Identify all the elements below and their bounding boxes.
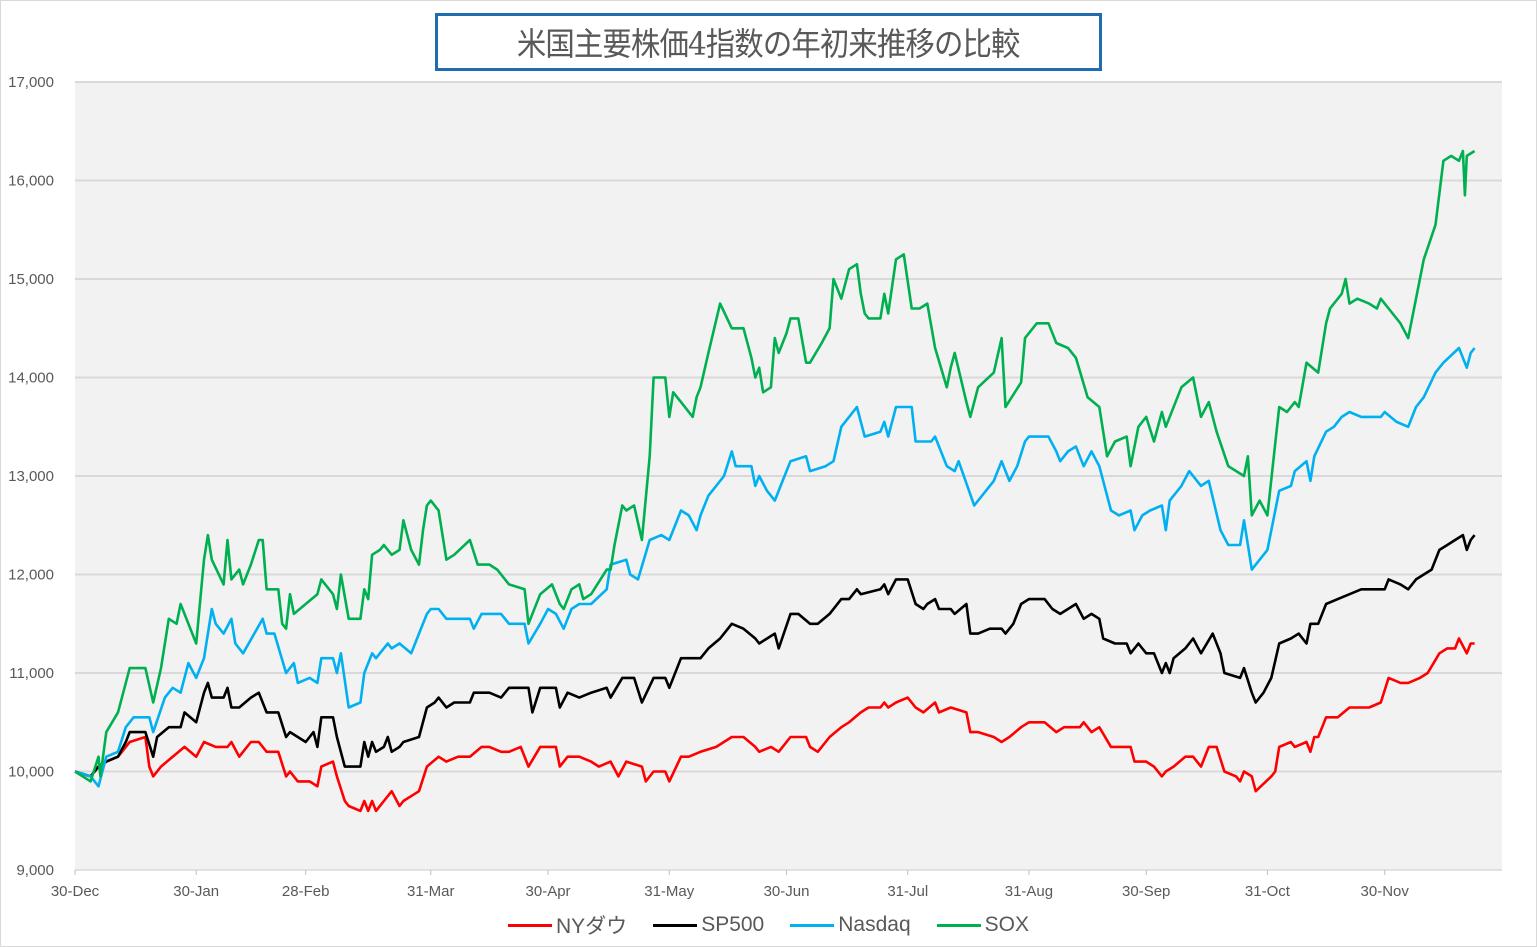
legend-swatch [936, 923, 981, 927]
legend: NYダウ SP500 Nasdaq SOX [0, 910, 1537, 940]
gridlines [75, 81, 1502, 773]
series-line-sox [74, 149, 1476, 783]
x-tick-label: 30-Nov [1361, 883, 1410, 900]
x-tick-label: 31-May [644, 883, 695, 900]
y-tick-label: 10,000 [8, 764, 54, 781]
x-tick-label: 31-Mar [407, 883, 455, 900]
x-tick-label: 31-Jul [887, 883, 928, 900]
x-tick-label: 31-Aug [1005, 883, 1053, 900]
y-axis-ticks: 9,000 10,000 11,000 12,000 13,000 14,000 15,00… [8, 74, 54, 879]
legend-swatch [790, 923, 835, 927]
x-tick-label: 31-Oct [1245, 883, 1291, 900]
legend-label: SOX [984, 913, 1029, 936]
series-line-sp500 [74, 533, 1476, 778]
x-tick-label: 30-Jun [764, 883, 810, 900]
legend-swatch [508, 923, 552, 927]
legend-swatch [653, 923, 698, 927]
y-tick-label: 14,000 [8, 370, 54, 387]
series-line-ny [74, 637, 1475, 813]
x-tick-label: 30-Jan [173, 883, 219, 900]
legend-item: NYダウ [508, 910, 627, 940]
y-tick-label: 15,000 [8, 271, 54, 288]
x-tick-label: 30-Dec [51, 883, 100, 900]
y-tick-label: 13,000 [8, 468, 54, 485]
y-tick-label: 17,000 [8, 74, 54, 91]
x-tick-label: 30-Sep [1122, 883, 1170, 900]
x-axis-ticks: 30-Dec 30-Jan 28-Feb 31-Mar 30-Apr 31-May 30-J… [51, 869, 1502, 900]
legend-item: SP500 [653, 910, 764, 940]
y-tick-label: 12,000 [8, 567, 54, 584]
legend-label: NYダウ [556, 915, 628, 938]
series-line-nasdaq [74, 346, 1476, 788]
x-tick-label: 28-Feb [282, 883, 330, 900]
legend-label: SP500 [701, 913, 765, 936]
y-tick-label: 16,000 [8, 173, 54, 190]
x-tick-label: 30-Apr [526, 883, 571, 900]
chart-title-box: 米国主要株価4指数の年初来推移の比較 [435, 13, 1102, 71]
legend-item: Nasdaq [790, 910, 911, 940]
legend-label: Nasdaq [838, 913, 911, 936]
chart-title: 米国主要株価4指数の年初来推移の比較 [517, 25, 1021, 63]
series-lines [74, 149, 1476, 813]
legend-item: SOX [936, 910, 1029, 940]
y-tick-label: 11,000 [9, 665, 54, 682]
y-tick-label: 9,000 [16, 862, 54, 879]
